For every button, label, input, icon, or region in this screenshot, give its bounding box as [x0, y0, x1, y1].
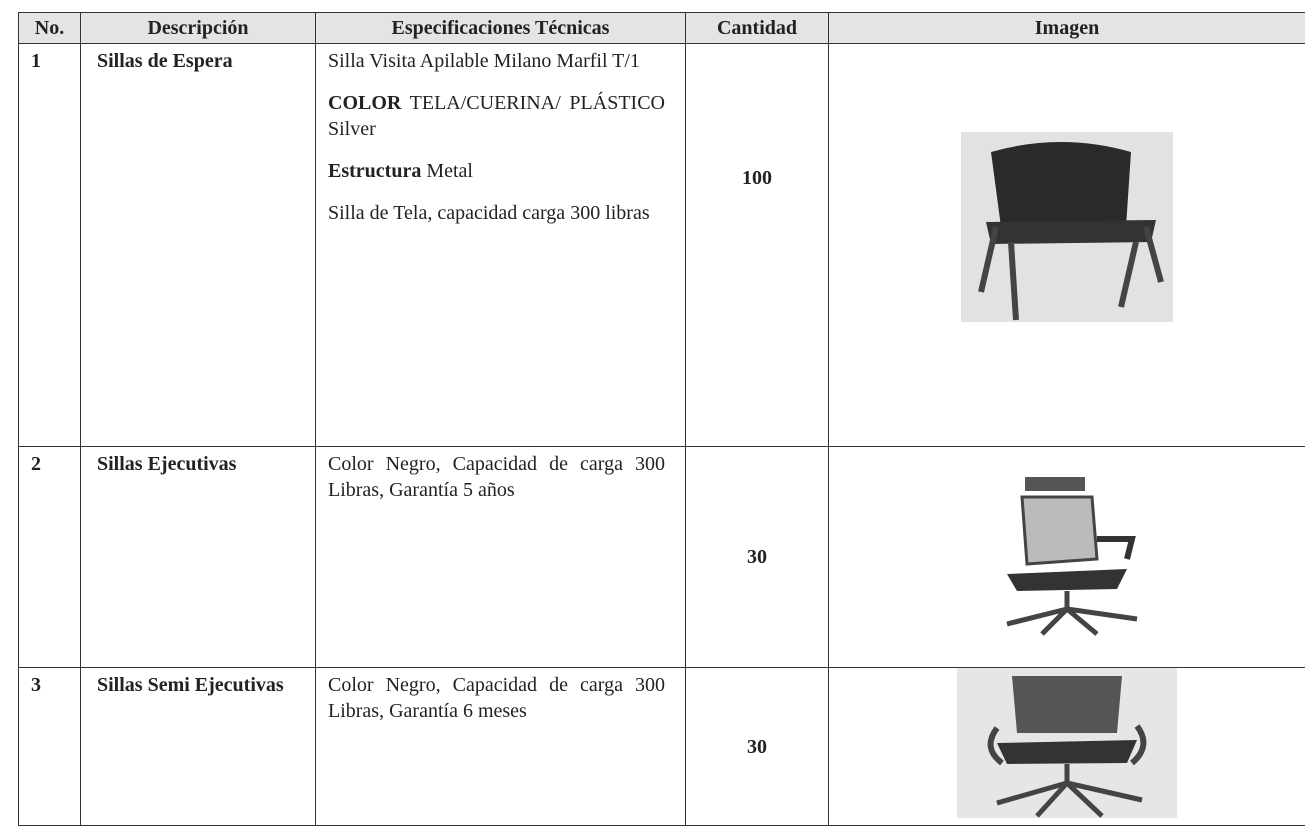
header-cell: Especificaciones Técnicas	[315, 12, 686, 44]
spec-text: Silla de Tela, capacidad carga 300 libra…	[328, 202, 650, 224]
image-cell	[828, 446, 1305, 668]
spec-label: Estructura	[328, 160, 422, 182]
row: 3 Sillas Semi Ejecutivas Color Negro, Ca…	[18, 667, 1305, 826]
row: 2 Sillas Ejecutivas Color Negro, Capacid…	[18, 446, 1305, 668]
description-cell: Sillas de Espera	[80, 43, 316, 447]
chair-image	[961, 131, 1173, 322]
spec-text: Color Negro, Capacidad de carga 300 Libr…	[328, 453, 665, 501]
header-cell: Descripción	[80, 12, 316, 44]
quantity: 100	[742, 167, 772, 189]
quantity-cell: 30	[685, 446, 829, 668]
description-cell: Sillas Semi Ejecutivas	[80, 667, 316, 826]
spec-text: TELA/CUERINA/ PLÁSTICO Silver	[328, 92, 665, 140]
quantity: 30	[747, 546, 767, 568]
spec-text: Metal	[426, 160, 473, 182]
chair-image	[1006, 476, 1138, 636]
spec-label: COLOR	[328, 92, 402, 114]
header-cell: Cantidad	[685, 12, 829, 44]
image-cell	[828, 667, 1305, 826]
description-cell: Sillas Ejecutivas	[80, 446, 316, 668]
product-table: No. Descripción Especificaciones Técnica…	[18, 12, 1305, 826]
specs-cell: Silla Visita Apilable Milano Marfil T/1 …	[315, 43, 686, 447]
row: 1 Sillas de Espera Silla Visita Apilable…	[18, 43, 1305, 447]
chair-image	[957, 668, 1177, 818]
header-row: No. Descripción Especificaciones Técnica…	[18, 12, 1305, 44]
image-cell	[828, 43, 1305, 447]
spec-item: Estructura Metal	[328, 158, 665, 184]
specs-cell: Color Negro, Capacidad de carga 300 Libr…	[315, 446, 686, 668]
spec-item: COLOR TELA/CUERINA/ PLÁSTICO Silver	[328, 90, 665, 142]
quantity: 30	[747, 735, 767, 758]
quantity-cell: 100	[685, 43, 829, 447]
specs-cell: Color Negro, Capacidad de carga 300 Libr…	[315, 667, 686, 826]
header-cell: Imagen	[828, 12, 1305, 44]
spec-text: Color Negro, Capacidad de carga 300 Libr…	[328, 674, 665, 722]
number-cell: 2	[18, 446, 81, 668]
spec-text: Silla Visita Apilable Milano Marfil T/1	[328, 50, 640, 72]
number-cell: 3	[18, 667, 81, 826]
quantity-cell: 30	[685, 667, 829, 826]
header-cell: No.	[18, 12, 81, 44]
number-cell: 1	[18, 43, 81, 447]
